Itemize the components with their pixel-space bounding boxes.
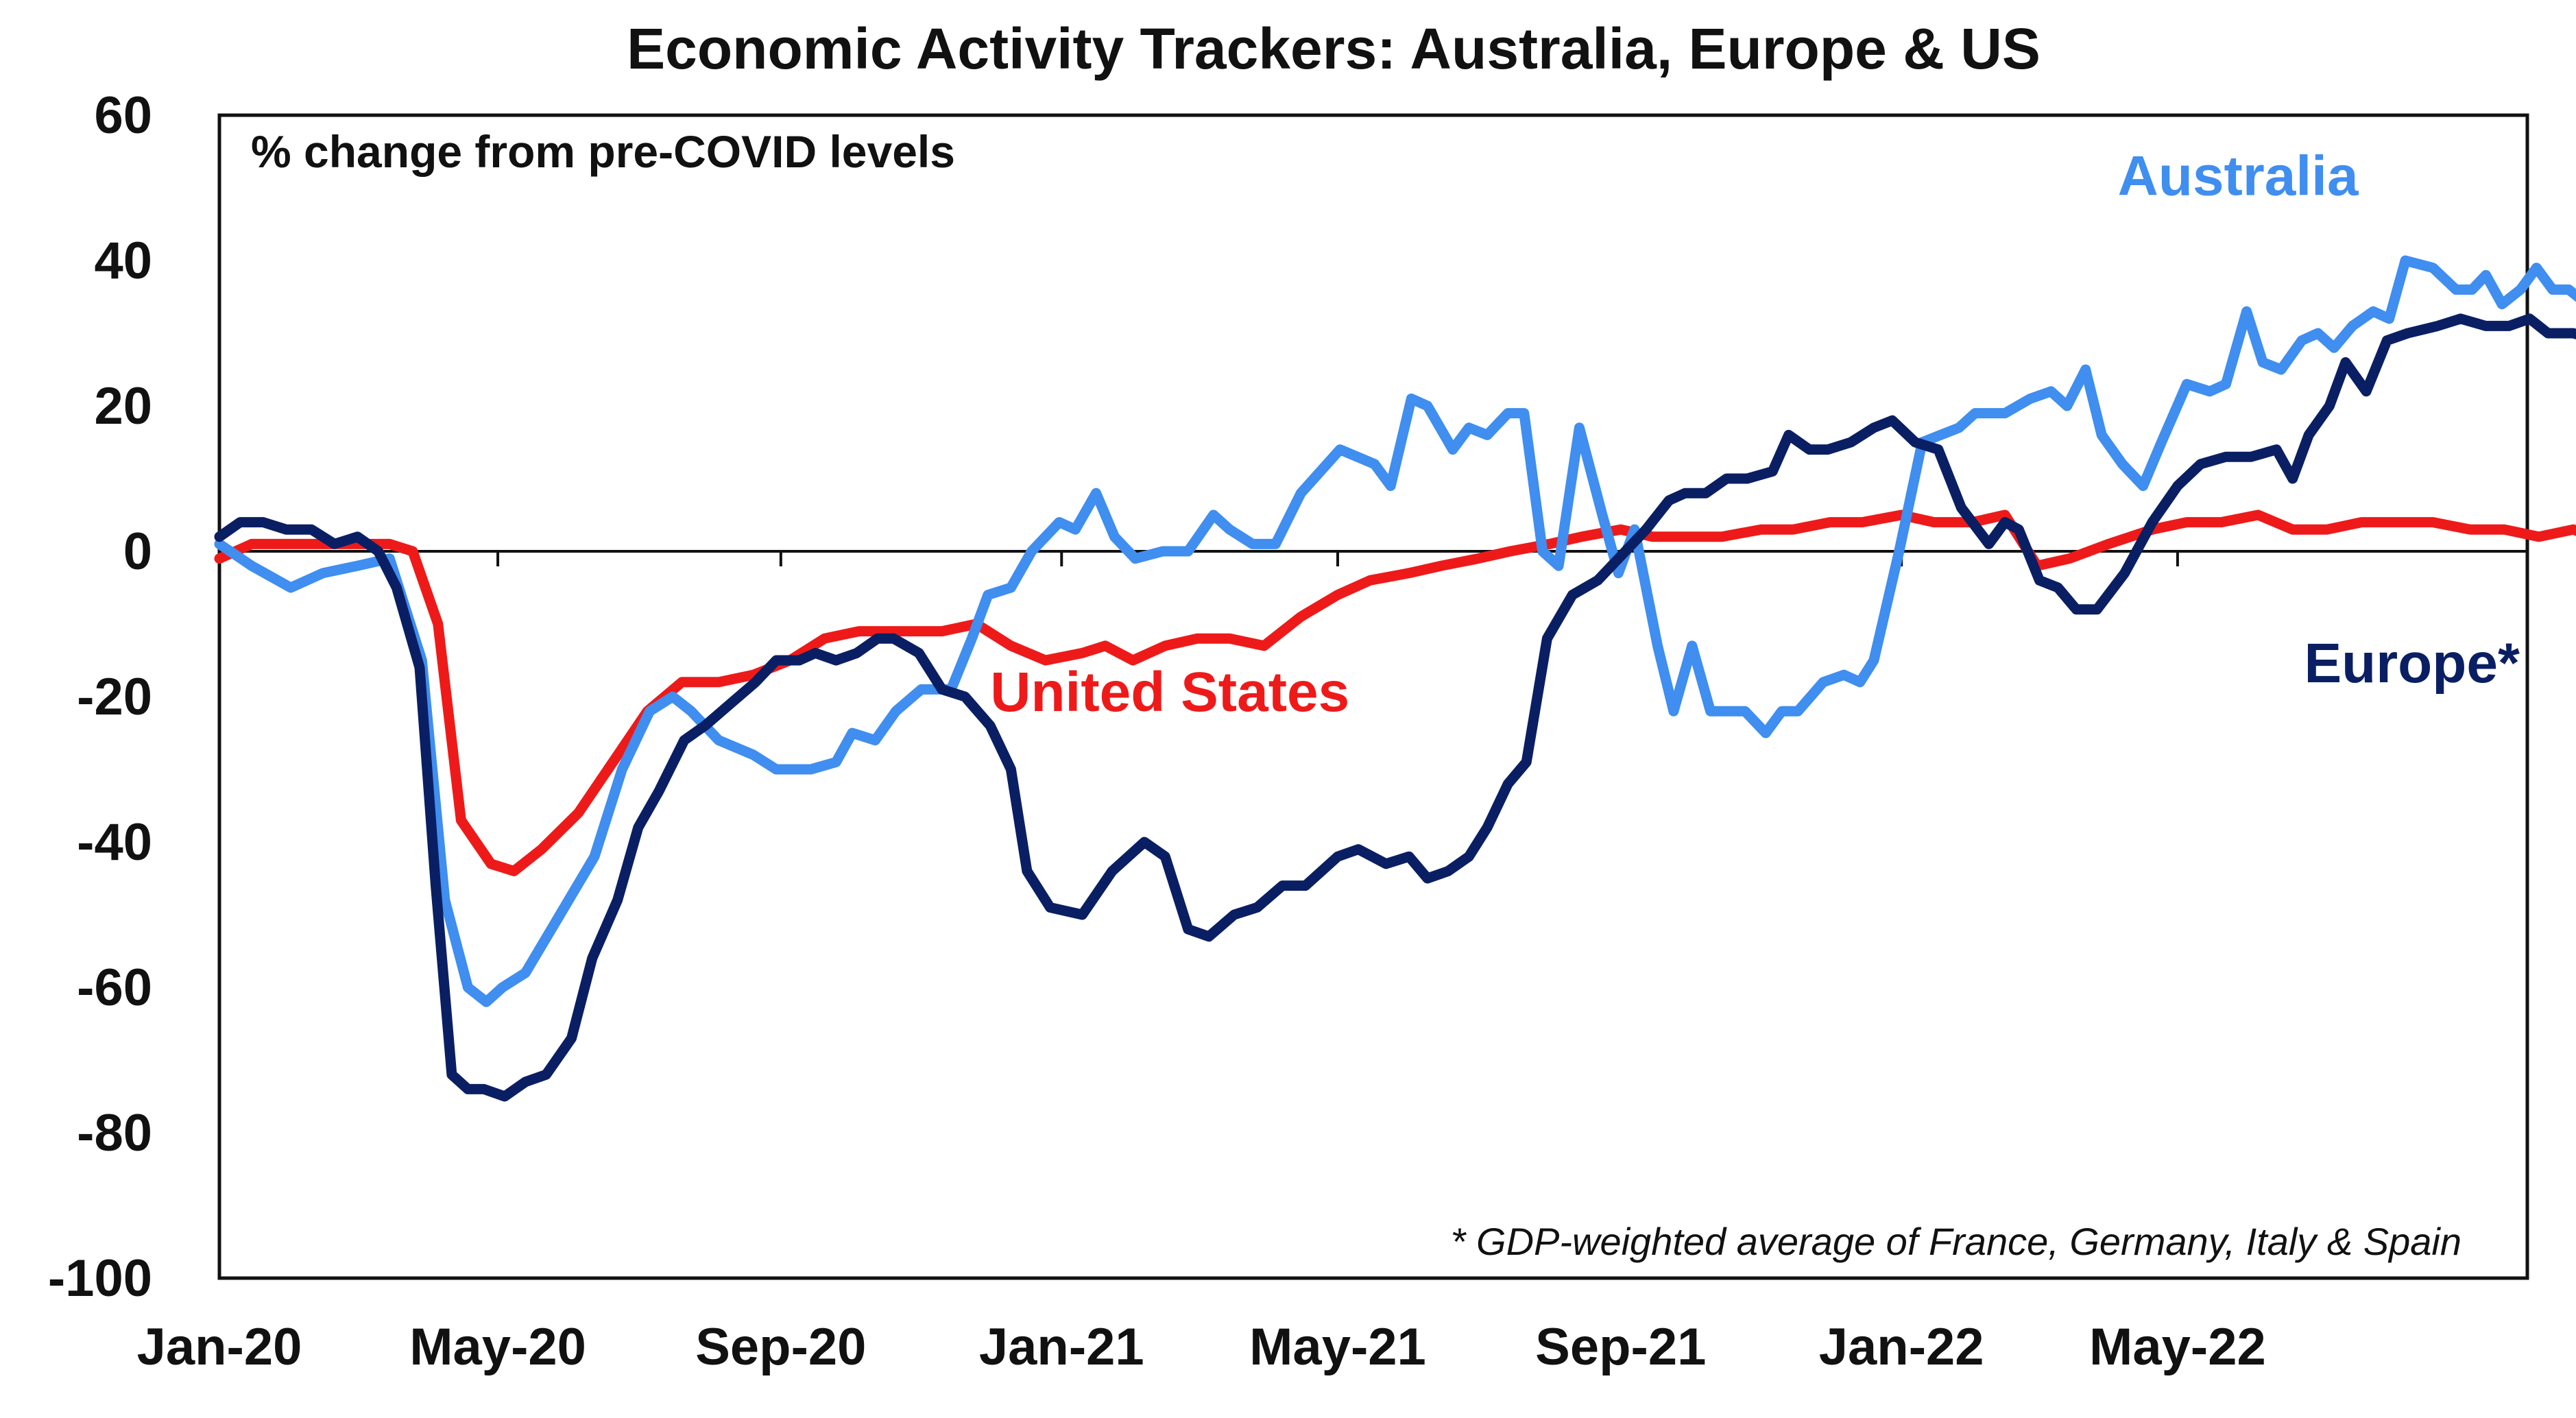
y-tick-label: -60 [77, 959, 152, 1017]
plot-frame [217, 113, 2529, 1280]
y-tick-label: 60 [94, 86, 152, 145]
y-tick-label: -20 [77, 668, 152, 726]
x-tick-label: Jan-22 [1819, 1318, 1984, 1376]
y-tick-label: 20 [94, 377, 152, 435]
footnote: * GDP-weighted average of France, German… [1451, 1220, 2461, 1263]
series-label-australia: Australia [2118, 145, 2359, 208]
x-tick-label: Sep-21 [1535, 1318, 1706, 1376]
series-label-europe: Europe* [2304, 632, 2519, 695]
y-tick-label: 0 [123, 522, 152, 581]
x-tick-label: Jan-20 [137, 1318, 302, 1376]
y-axis-label: % change from pre-COVID levels [251, 126, 955, 177]
series-line-australia [214, 255, 2576, 1007]
series-line-united-states [214, 509, 2576, 876]
y-tick-label: -80 [77, 1104, 152, 1162]
series-line-europe [214, 313, 2576, 1102]
x-tick-label: Sep-20 [695, 1318, 866, 1376]
x-tick-label: May-20 [409, 1318, 586, 1376]
y-tick-label: -40 [77, 813, 152, 872]
axes-layer: 60 40 20 0 -20 -40 -60 -80 -100 Jan-20 May-20 Sep-2… [48, 86, 2527, 1376]
x-tick-label: Jan-21 [979, 1318, 1144, 1376]
series-layer [214, 255, 2576, 1102]
chart-title: Economic Activity Trackers: Australia, E… [627, 16, 2041, 81]
series-labels-layer: Australia Europe* United States [990, 145, 2520, 724]
series-label-united-states: United States [990, 661, 1349, 723]
x-tick-label: May-22 [2089, 1318, 2266, 1376]
y-tick-label: -100 [48, 1249, 152, 1308]
y-tick-label: 40 [94, 232, 152, 290]
x-tick-label: May-21 [1249, 1318, 1426, 1376]
